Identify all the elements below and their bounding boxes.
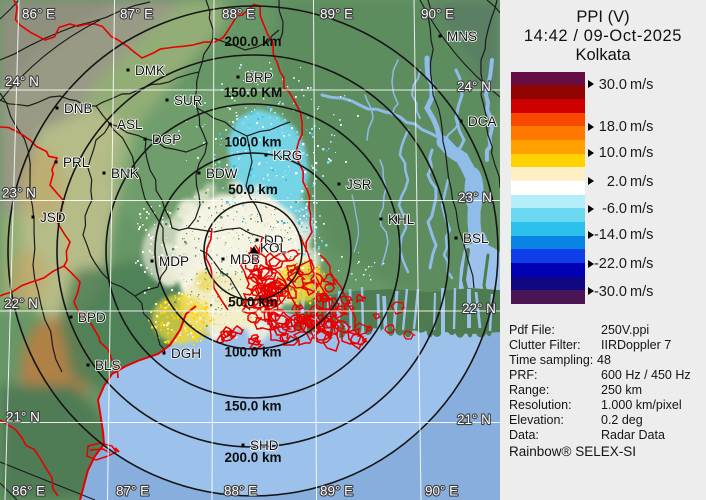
svg-text:24° N: 24° N [457, 79, 491, 94]
svg-text:MNS: MNS [447, 29, 477, 44]
svg-text:KHL: KHL [388, 212, 415, 227]
svg-text:PRL: PRL [63, 155, 90, 170]
svg-text:150.0 km: 150.0 km [224, 399, 281, 414]
svg-text:MDP: MDP [159, 254, 189, 269]
svg-text:JSR: JSR [346, 177, 372, 192]
svg-text:87° E: 87° E [116, 484, 149, 499]
svg-text:24° N: 24° N [5, 74, 39, 89]
svg-text:86° E: 86° E [12, 484, 45, 499]
svg-text:21° N: 21° N [6, 410, 40, 425]
svg-text:22° N: 22° N [462, 301, 496, 316]
svg-text:SUR: SUR [174, 93, 203, 108]
svg-text:100.0 km: 100.0 km [224, 135, 281, 150]
svg-text:87° E: 87° E [120, 7, 153, 22]
svg-text:89° E: 89° E [320, 7, 353, 22]
svg-text:88° E: 88° E [224, 484, 257, 499]
svg-text:50.0 km: 50.0 km [228, 182, 278, 197]
svg-text:200.0 km: 200.0 km [224, 34, 281, 49]
svg-text:DD: DD [264, 233, 284, 248]
svg-text:JSD: JSD [40, 210, 66, 225]
svg-text:23° N: 23° N [458, 190, 492, 205]
svg-text:23° N: 23° N [2, 186, 36, 201]
svg-text:DCA: DCA [468, 114, 497, 129]
svg-text:86° E: 86° E [22, 7, 55, 22]
svg-text:50.0 km: 50.0 km [228, 295, 278, 310]
svg-text:BDW: BDW [206, 166, 238, 181]
svg-text:DGH: DGH [171, 346, 201, 361]
svg-text:BLS: BLS [95, 358, 121, 373]
svg-text:ASL: ASL [117, 117, 143, 132]
svg-text:90° E: 90° E [421, 7, 454, 22]
svg-text:100.0 km: 100.0 km [224, 345, 281, 360]
svg-text:89° E: 89° E [320, 484, 353, 499]
svg-text:21° N: 21° N [457, 412, 491, 427]
svg-text:MDB: MDB [230, 252, 260, 267]
svg-text:DMK: DMK [135, 63, 165, 78]
svg-text:88° E: 88° E [222, 7, 255, 22]
svg-text:90° E: 90° E [425, 484, 458, 499]
svg-text:DNB: DNB [64, 101, 93, 116]
svg-text:BRP: BRP [245, 70, 273, 85]
svg-text:KRG: KRG [273, 148, 302, 163]
svg-text:SHD: SHD [250, 438, 279, 453]
svg-text:BPD: BPD [78, 310, 106, 325]
svg-text:200.0 km: 200.0 km [224, 450, 281, 465]
svg-text:22° N: 22° N [4, 296, 38, 311]
svg-text:BNK: BNK [111, 166, 139, 181]
svg-text:150.0 KM: 150.0 KM [224, 85, 283, 100]
svg-text:BSL: BSL [463, 231, 489, 246]
svg-text:DGP: DGP [152, 132, 181, 147]
svg-text:KOL: KOL [260, 241, 288, 256]
